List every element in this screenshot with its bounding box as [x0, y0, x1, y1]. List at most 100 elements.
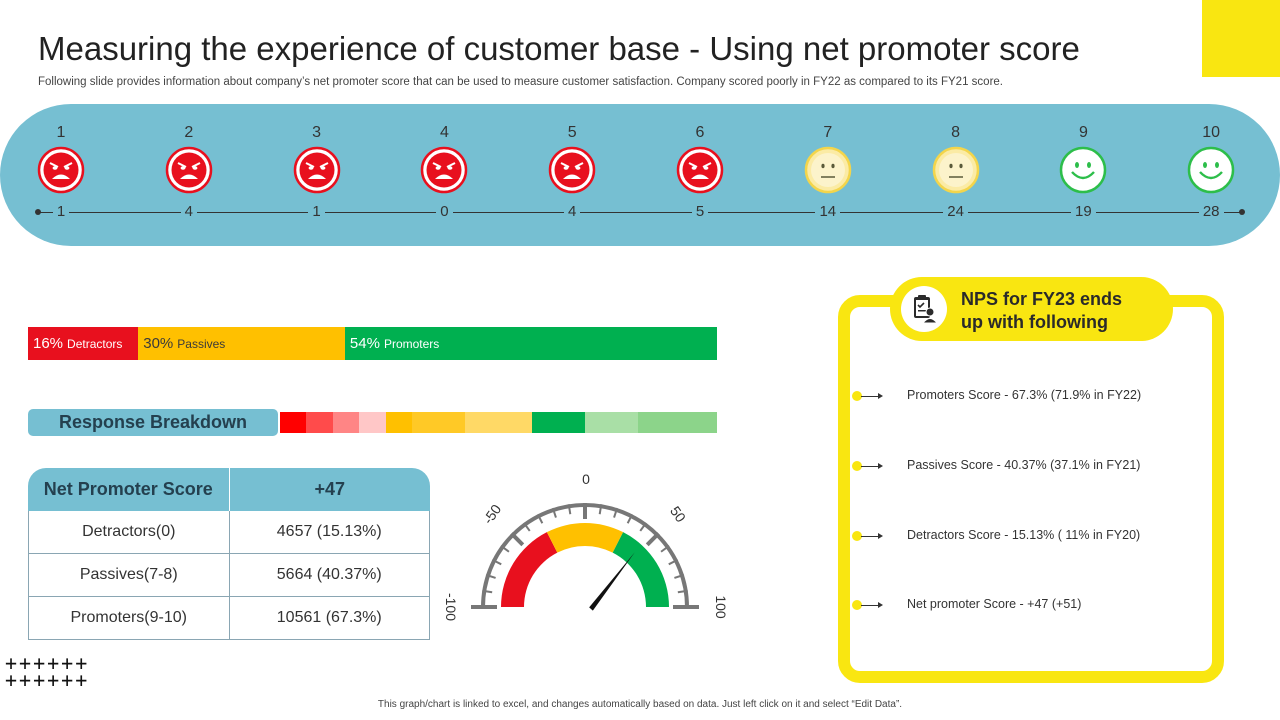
gauge-label: -50	[480, 501, 505, 527]
response-count-label: 4	[547, 203, 597, 220]
table-row: Passives(7-8) 5664 (40.37%)	[28, 554, 430, 597]
breakdown-segment	[385, 412, 413, 433]
breakdown-segment	[412, 412, 466, 433]
segment-percent: 16%	[33, 335, 64, 352]
gauge-zone	[501, 532, 558, 607]
segment-percent: 54%	[349, 335, 380, 352]
gauge-zone	[546, 523, 624, 553]
summary-item-text: Net promoter Score - +47 (+51)	[907, 597, 1082, 611]
list-item: Net promoter Score - +47 (+51)	[852, 595, 1212, 615]
nps-summary-header: NPS for FY23 ends up with following	[890, 277, 1173, 341]
nps-table-header-label: Net Promoter Score	[28, 468, 230, 511]
gauge-tick	[523, 522, 531, 532]
response-count-label: 24	[931, 203, 981, 220]
breakdown-segment	[280, 412, 307, 433]
response-count-value: 28	[1198, 203, 1224, 220]
response-count-value: 0	[436, 203, 453, 220]
response-breakdown-bar	[280, 412, 717, 433]
arrow-right-icon	[861, 602, 883, 608]
arrow-right-icon	[861, 463, 883, 469]
angry-face-icon	[548, 146, 596, 194]
table-row: Promoters(9-10) 10561 (67.3%)	[28, 597, 430, 640]
response-count-label: 14	[803, 203, 853, 220]
neutral-face-icon	[804, 146, 852, 194]
gauge-tick	[674, 573, 685, 579]
arrow-right-icon	[861, 533, 883, 539]
angry-face-icon	[37, 146, 85, 194]
nps-summary-title-line1: NPS for FY23 ends	[961, 289, 1123, 309]
gauge-tick	[482, 589, 493, 594]
rating-score-label: 6	[695, 124, 705, 141]
response-count-label: 28	[1186, 203, 1236, 220]
happy-face-icon	[1187, 146, 1235, 194]
bullet-dot	[852, 391, 862, 401]
rating-score-label: 4	[439, 124, 449, 141]
breakdown-segment	[531, 412, 585, 433]
list-item: Promoters Score - 67.3% (71.9% in FY22)	[852, 386, 1212, 406]
nps-table-header-value: +47	[314, 479, 346, 499]
gauge-tick	[567, 504, 572, 515]
response-count-label: 19	[1058, 203, 1108, 220]
distribution-segment-promoters: 54% Promoters	[344, 327, 717, 360]
happy-face-icon	[1060, 146, 1107, 194]
nps-row-value: 4657 (15.13%)	[276, 523, 382, 540]
nps-row-value: 5664 (40.37%)	[276, 566, 382, 583]
rating-score-label: 7	[823, 124, 833, 141]
gauge-tick	[677, 589, 688, 594]
neutral-face-icon	[932, 146, 979, 194]
breakdown-segment	[306, 412, 333, 433]
breakdown-segment	[359, 412, 386, 433]
breakdown-segment	[332, 412, 360, 433]
rating-score-label: 3	[312, 124, 322, 141]
response-breakdown-label: Response Breakdown	[28, 409, 278, 436]
plus-row: ++++++	[5, 651, 90, 675]
scale-start-dot	[35, 209, 41, 215]
gauge-tick	[536, 513, 544, 524]
breakdown-segment	[637, 412, 717, 433]
summary-item-text: Promoters Score - 67.3% (71.9% in FY22)	[907, 388, 1142, 402]
page-title: Measuring the experience of customer bas…	[38, 30, 1080, 67]
list-item: Passives Score - 40.37% (37.1% in FY21)	[852, 456, 1212, 476]
gauge-tick	[598, 504, 603, 515]
angry-face-icon	[676, 146, 724, 194]
response-count-value: 14	[815, 203, 841, 220]
rating-score-label: 9	[1078, 124, 1088, 141]
gauge-label: -100	[443, 593, 459, 621]
response-count-value: 4	[180, 203, 197, 220]
nps-row-value: 10561 (67.3%)	[276, 609, 382, 626]
gauge-label: 100	[713, 595, 729, 619]
nps-table: Net Promoter Score +47 Detractors(0) 465…	[28, 468, 430, 640]
breakdown-segment	[465, 412, 532, 433]
response-count-label: 4	[164, 203, 214, 220]
arrow-right-icon	[861, 393, 883, 399]
summary-item-text: Detractors Score - 15.13% ( 11% in FY20)	[907, 528, 1141, 542]
response-count-value: 1	[52, 203, 70, 220]
response-count-value: 5	[691, 203, 709, 220]
rating-score-label: 10	[1202, 124, 1221, 141]
segment-label: Passives	[177, 336, 226, 351]
gauge-tick	[500, 545, 510, 553]
gauge-label: 0	[582, 471, 590, 487]
response-count-label: 1	[292, 203, 342, 220]
gauge-tick	[485, 573, 496, 579]
angry-face-icon	[165, 146, 213, 194]
gauge-tick	[613, 507, 619, 518]
angry-face-icon	[293, 146, 340, 194]
response-count-label: 0	[419, 203, 469, 220]
bullet-dot	[852, 531, 862, 541]
rating-scale-band: 1 2 3 4 5 6 7 8 9 10 1 4 1 0 4 5 14 24 19 28	[0, 104, 1280, 246]
gauge-label: 50	[667, 503, 689, 525]
clipboard-user-icon	[901, 286, 947, 332]
gauge-tick	[491, 558, 502, 566]
gauge-tick	[639, 522, 647, 532]
gauge-tick	[626, 513, 634, 524]
gauge-tick	[551, 507, 557, 518]
decorative-plus-grid: ++++++ ++++++	[5, 651, 90, 690]
nps-table-header: Net Promoter Score +47	[28, 468, 430, 511]
nps-summary-panel	[838, 295, 1224, 683]
gauge-tick	[510, 532, 525, 547]
segment-label: Promoters	[383, 336, 440, 351]
rating-score-label: 1	[56, 124, 66, 141]
response-count-label: 1	[36, 203, 86, 220]
response-count-value: 24	[943, 203, 968, 220]
